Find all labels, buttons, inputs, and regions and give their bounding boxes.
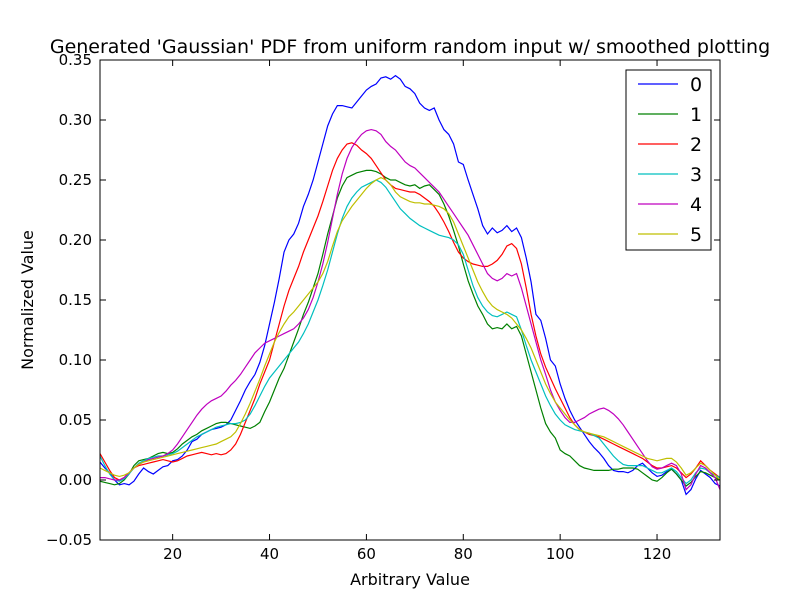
legend-box	[625, 69, 712, 251]
y-tick-label: 0.10	[59, 351, 92, 369]
y-tick-label: −0.05	[46, 531, 92, 549]
y-tick-label: 0.25	[59, 171, 92, 189]
x-tick-label: 80	[454, 545, 473, 563]
y-tick-label: 0.35	[59, 51, 92, 69]
x-axis: 20 40 60 80 100 120	[163, 60, 671, 563]
legend-label-0: 0	[690, 74, 702, 96]
y-tick-label: 0.00	[59, 471, 92, 489]
x-tick-label: 40	[260, 545, 279, 563]
x-tick-label: 60	[357, 545, 376, 563]
y-tick-label: 0.20	[59, 231, 92, 249]
chart-title: Generated 'Gaussian' PDF from uniform ra…	[50, 36, 770, 58]
legend-label-4: 4	[690, 194, 702, 216]
y-axis-label: Normalized Value	[18, 230, 37, 370]
legend-label-5: 5	[690, 224, 702, 246]
legend-label-2: 2	[690, 134, 702, 156]
x-tick-label: 120	[643, 545, 672, 563]
series-line-2	[100, 142, 720, 481]
y-tick-label: 0.30	[59, 111, 92, 129]
legend-label-1: 1	[690, 104, 702, 126]
x-tick-label: 20	[163, 545, 182, 563]
series-line-4	[100, 128, 720, 491]
series-line-3	[100, 179, 720, 485]
y-axis: −0.05 0.00 0.05 0.10 0.15 0.20 0.25 0.30 0.35	[46, 51, 720, 549]
y-tick-label: 0.15	[59, 291, 92, 309]
legend-label-3: 3	[690, 164, 702, 186]
series-line-5	[100, 176, 720, 481]
x-tick-label: 100	[546, 545, 575, 563]
y-tick-label: 0.05	[59, 411, 92, 429]
series-line-1	[100, 169, 720, 487]
legend: 0 1 2 3 4 5	[625, 69, 712, 251]
x-axis-label: Arbitrary Value	[350, 570, 470, 589]
